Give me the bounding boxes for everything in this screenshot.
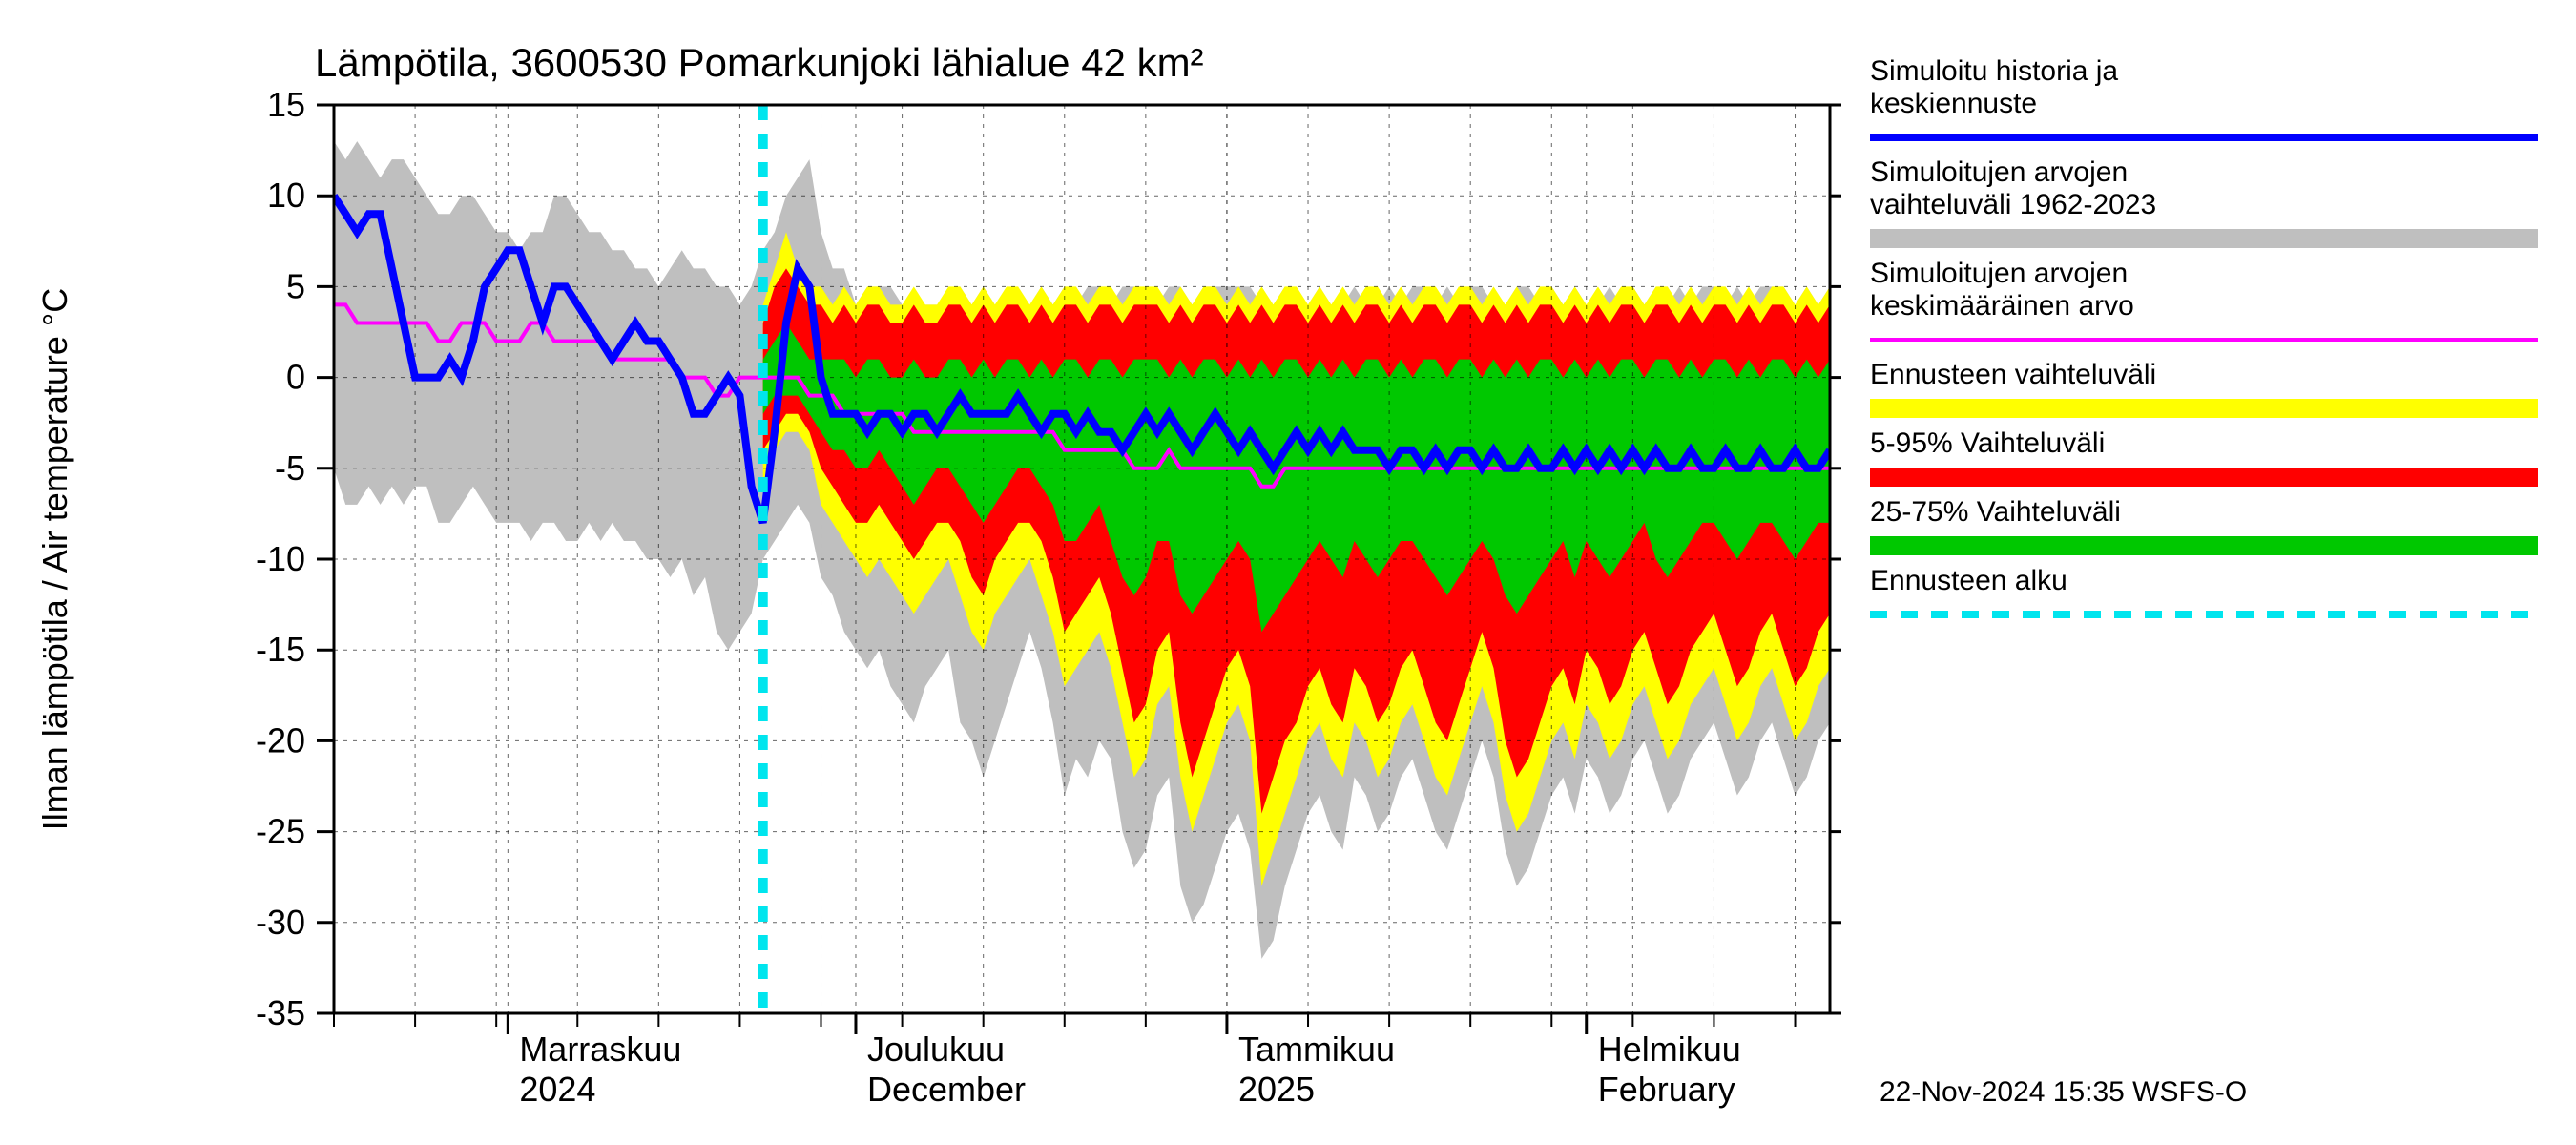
legend-swatch (1870, 399, 2538, 418)
x-tick-label-top: Tammikuu (1238, 1030, 1395, 1069)
y-axis-label: Ilman lämpötila / Air temperature °C (35, 288, 74, 831)
chart-svg: -35 -30 -25 -20 -15 -10 -5 0 5 10 15 Marraskuu2024 J… (0, 0, 2576, 1145)
legend-label: keskimääräinen arvo (1870, 290, 2134, 322)
legend-label: Simuloitu historia ja (1870, 55, 2118, 87)
legend-label: keskiennuste (1870, 88, 2037, 119)
legend-label: Simuloitujen arvojen (1870, 156, 2128, 188)
y-tick-label: 0 (286, 358, 305, 397)
chart-title: Lämpötila, 3600530 Pomarkunjoki lähialue… (315, 40, 1204, 85)
legend-label: Ennusteen alku (1870, 565, 2067, 596)
y-tick-label: -10 (256, 539, 305, 578)
x-tick-label-top: Marraskuu (519, 1030, 681, 1069)
x-tick-label-top: Helmikuu (1598, 1030, 1741, 1069)
y-tick-label: 15 (267, 85, 305, 124)
y-tick-label: -35 (256, 993, 305, 1032)
legend-label: vaihteluväli 1962-2023 (1870, 189, 2156, 220)
legend-label: Ennusteen vaihteluväli (1870, 359, 2156, 390)
y-tick-label: -5 (275, 448, 305, 488)
chart-container: -35 -30 -25 -20 -15 -10 -5 0 5 10 15 Marraskuu2024 J… (0, 0, 2576, 1145)
x-tick-label-bot: February (1598, 1070, 1735, 1109)
y-tick-label: 5 (286, 266, 305, 305)
legend-label: 5-95% Vaihteluväli (1870, 427, 2105, 459)
x-tick-label-bot: 2024 (519, 1070, 595, 1109)
legend-swatch (1870, 229, 2538, 248)
legend-swatch (1870, 468, 2538, 487)
x-tick-label-bot: December (867, 1070, 1026, 1109)
y-tick-label: -25 (256, 812, 305, 851)
legend-label: Simuloitujen arvojen (1870, 258, 2128, 289)
y-tick-label: -20 (256, 720, 305, 760)
footer-text: 22-Nov-2024 15:35 WSFS-O (1880, 1076, 2247, 1108)
x-tick-label-top: Joulukuu (867, 1030, 1005, 1069)
legend-swatch (1870, 536, 2538, 555)
legend-label: 25-75% Vaihteluväli (1870, 496, 2121, 528)
y-tick-label: -30 (256, 903, 305, 942)
y-tick-label: 10 (267, 176, 305, 215)
x-tick-label-bot: 2025 (1238, 1070, 1315, 1109)
y-tick-label: -15 (256, 630, 305, 669)
